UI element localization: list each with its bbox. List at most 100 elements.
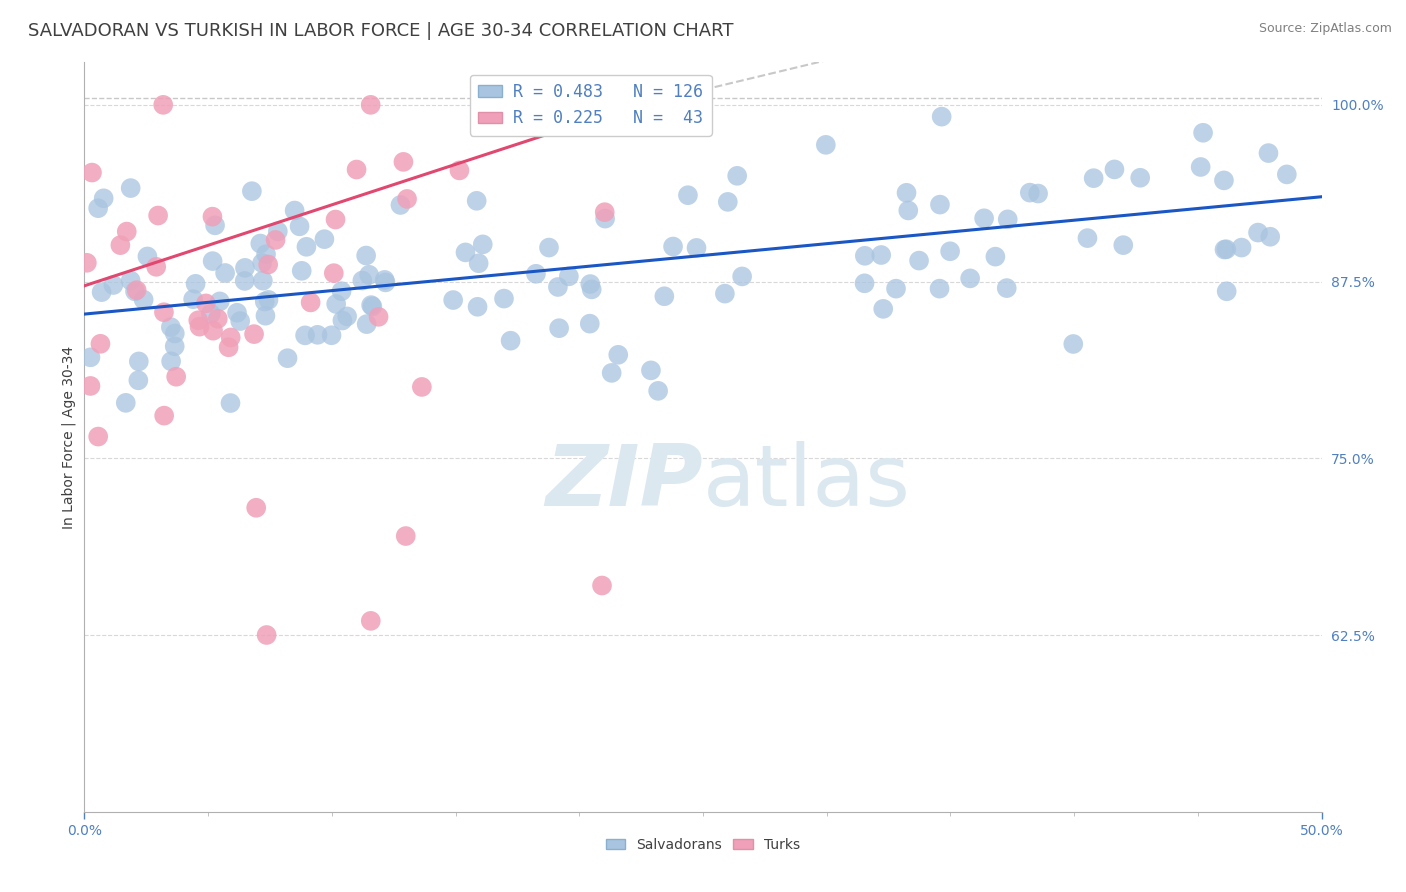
Point (467, 300, 489, 314)
Point (127, 373, 149, 387)
Point (454, 245, 477, 260)
Point (725, 169, 748, 183)
Point (291, 264, 314, 278)
Point (124, 285, 146, 299)
Point (853, 277, 876, 291)
Point (1215, 285, 1237, 299)
Point (253, 294, 276, 309)
Point (928, 282, 950, 296)
Point (254, 309, 277, 323)
Point (202, 324, 225, 338)
Point (931, 110, 953, 124)
Point (87, 429, 110, 443)
Point (243, 327, 266, 342)
Point (558, 269, 581, 284)
Point (367, 310, 389, 324)
Point (330, 284, 353, 298)
Point (325, 212, 347, 227)
Point (441, 293, 464, 307)
Point (332, 313, 354, 327)
Point (374, 273, 396, 287)
Point (607, 348, 630, 362)
Point (277, 351, 299, 366)
Point (295, 240, 318, 254)
Point (352, 273, 374, 287)
Point (250, 256, 273, 270)
Point (1189, 160, 1212, 174)
Point (897, 203, 920, 218)
Point (145, 260, 167, 274)
Point (307, 327, 329, 342)
Point (717, 194, 740, 209)
Point (1112, 238, 1135, 252)
Point (356, 317, 378, 331)
Point (499, 334, 522, 348)
Point (80, 165, 103, 179)
Point (252, 274, 274, 288)
Point (314, 232, 336, 246)
Point (120, 181, 142, 195)
Point (908, 253, 931, 268)
Point (973, 211, 995, 226)
Point (288, 219, 311, 234)
Point (1275, 168, 1298, 182)
Point (676, 188, 699, 202)
Point (346, 162, 368, 177)
Point (325, 297, 347, 311)
Point (389, 198, 412, 212)
Point (465, 194, 488, 208)
Point (595, 98, 617, 112)
Point (1257, 146, 1279, 161)
Point (200, 307, 222, 321)
Text: Source: ZipAtlas.com: Source: ZipAtlas.com (1258, 22, 1392, 36)
Point (652, 289, 675, 303)
Point (254, 247, 277, 261)
Point (360, 98, 382, 112)
Point (896, 186, 918, 200)
Point (219, 330, 242, 344)
Point (336, 310, 359, 324)
Point (163, 326, 186, 341)
Point (294, 328, 316, 343)
Point (201, 254, 224, 268)
Point (814, 137, 837, 152)
Point (194, 296, 217, 310)
Point (87, 201, 110, 215)
Point (870, 248, 893, 262)
Point (354, 248, 377, 262)
Point (257, 293, 280, 307)
Point (245, 500, 267, 515)
Point (160, 320, 183, 334)
Point (163, 339, 186, 353)
Point (214, 266, 236, 280)
Point (374, 276, 396, 290)
Point (240, 184, 263, 198)
Point (1062, 337, 1084, 351)
Point (103, 278, 125, 293)
Point (471, 237, 494, 252)
Point (1129, 170, 1152, 185)
Point (449, 163, 471, 178)
Point (233, 260, 256, 275)
Point (256, 628, 278, 642)
Point (492, 292, 515, 306)
Point (548, 321, 571, 335)
Point (79, 379, 101, 393)
Point (662, 239, 685, 253)
Point (267, 224, 290, 238)
Point (226, 306, 249, 320)
Point (579, 277, 602, 291)
Point (136, 249, 159, 263)
Point (1247, 226, 1270, 240)
Point (153, 409, 176, 423)
Point (396, 192, 419, 206)
Point (929, 197, 952, 211)
Point (125, 283, 148, 297)
Point (1213, 243, 1236, 257)
Point (411, 380, 433, 394)
Point (257, 258, 280, 272)
Point (714, 286, 737, 301)
Point (984, 250, 1007, 264)
Point (93, 191, 115, 205)
Point (90, 285, 112, 299)
